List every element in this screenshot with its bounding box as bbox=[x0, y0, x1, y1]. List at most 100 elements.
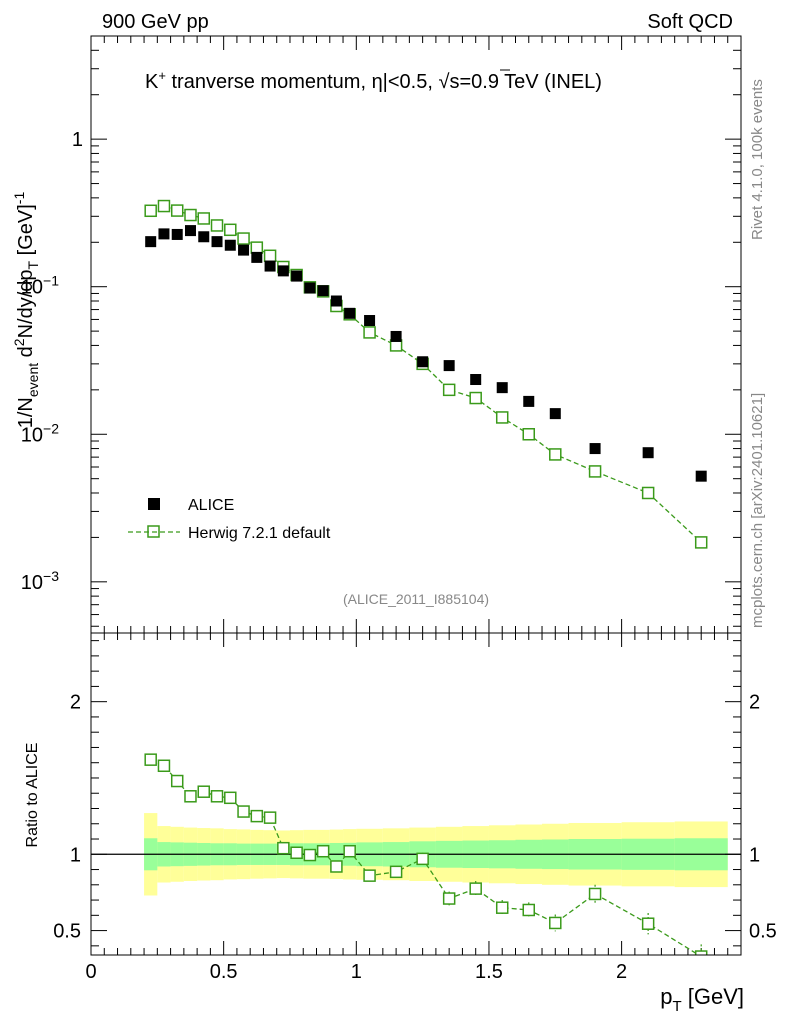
main-ytick-label: 1 bbox=[72, 129, 83, 151]
ratio-mc-point bbox=[549, 916, 562, 930]
data-point bbox=[145, 236, 157, 248]
mc-point bbox=[495, 411, 509, 424]
data-point bbox=[695, 470, 707, 482]
x-tick-label: 0.5 bbox=[210, 961, 238, 983]
data-point bbox=[642, 447, 654, 459]
legend-data-label: ALICE bbox=[188, 497, 234, 514]
main-panel: 1 10−1 10−2 10−3 bbox=[21, 35, 742, 634]
ratio-ytick-label: 2 bbox=[70, 692, 81, 714]
data-point bbox=[523, 395, 535, 407]
data-point bbox=[171, 228, 183, 240]
mc-point bbox=[694, 536, 708, 549]
header-left: 900 GeV pp bbox=[102, 11, 209, 33]
data-point bbox=[344, 307, 356, 319]
ratio-mc-point bbox=[263, 811, 277, 824]
main-ytick-label: 10−1 bbox=[21, 273, 59, 299]
data-point bbox=[251, 251, 263, 263]
ratio-mc-point bbox=[363, 869, 376, 882]
data-point bbox=[277, 265, 289, 277]
data-point bbox=[291, 270, 303, 282]
ratio-mc-point bbox=[641, 917, 655, 930]
data-point bbox=[390, 330, 402, 342]
data-point bbox=[470, 374, 482, 386]
ratio-mc-point bbox=[170, 774, 184, 788]
data-point bbox=[224, 239, 236, 251]
rivet-label: Rivet 4.1.0, 100k events bbox=[749, 79, 766, 240]
mc-point bbox=[469, 391, 482, 405]
main-frame bbox=[90, 35, 742, 634]
ratio-mc-point bbox=[495, 901, 509, 914]
y-axis-label-top: 1/Nevent d2N/dy/dpT [GeV]-1 bbox=[11, 192, 41, 429]
ratio-mc-point bbox=[389, 865, 403, 879]
mc-point bbox=[549, 448, 562, 461]
ratio-mc-point bbox=[157, 759, 171, 773]
ratio-mc-point bbox=[250, 809, 264, 823]
ratio-mc-point bbox=[237, 805, 250, 818]
legend-mc-label: Herwig 7.2.1 default bbox=[188, 525, 331, 542]
mc-point bbox=[263, 249, 277, 263]
mc-point bbox=[224, 223, 237, 237]
data-point bbox=[264, 260, 276, 272]
analysis-id: (ALICE_2011_I885104) bbox=[343, 591, 489, 607]
data-point bbox=[304, 282, 316, 294]
plot-title: K+ tranverse momentum, η|<0.5, √s=0.9 Te… bbox=[145, 68, 602, 93]
ratio-mc-point bbox=[522, 903, 536, 917]
ratio-mc-point bbox=[588, 887, 602, 901]
data-point bbox=[198, 231, 210, 243]
data-point bbox=[330, 295, 342, 307]
ratio-ytick-label: 1 bbox=[70, 844, 81, 866]
ratio-mc-point bbox=[290, 846, 303, 860]
ratio-mc-point bbox=[144, 753, 157, 766]
legend-mc-marker bbox=[147, 525, 160, 538]
ratio-mc-point bbox=[442, 892, 456, 905]
mc-point bbox=[641, 486, 655, 500]
mc-point bbox=[442, 383, 456, 397]
main-ytick-label: 10−2 bbox=[21, 420, 59, 446]
x-axis-label: pT [GeV] bbox=[660, 984, 744, 1015]
ratio-mc-point bbox=[343, 844, 356, 858]
mc-point bbox=[250, 241, 264, 254]
main-ytick-label: 10−3 bbox=[21, 568, 59, 594]
data-point bbox=[496, 382, 508, 394]
ratio-mc-point bbox=[694, 950, 708, 955]
mc-point bbox=[522, 428, 536, 441]
mc-point bbox=[184, 208, 197, 222]
ratio-mc-point bbox=[416, 852, 429, 866]
ratio-panel: 2 21 10.5 0.50 0.5 1 1.5 2 bbox=[53, 632, 777, 983]
mc-point bbox=[237, 232, 250, 245]
ratio-mc-point bbox=[469, 882, 482, 895]
mc-series-line bbox=[150, 205, 702, 543]
data-point bbox=[443, 360, 455, 372]
mc-point bbox=[588, 465, 602, 478]
ratio-ytick-label-right: 0.5 bbox=[749, 921, 777, 943]
data-point bbox=[589, 443, 601, 455]
ratio-mc-point bbox=[184, 790, 197, 803]
header-right: Soft QCD bbox=[647, 11, 733, 33]
legend: ALICE Herwig 7.2.1 default bbox=[128, 497, 331, 542]
y-axis-label-ratio: Ratio to ALICE bbox=[24, 743, 41, 848]
mc-point bbox=[157, 199, 171, 213]
data-point bbox=[317, 285, 329, 297]
ratio-mc-point bbox=[210, 790, 224, 803]
mc-point bbox=[210, 219, 224, 232]
data-point bbox=[158, 228, 170, 240]
mc-point bbox=[197, 212, 211, 225]
data-point bbox=[184, 225, 196, 237]
mc-point bbox=[363, 326, 376, 339]
ratio-mc-point bbox=[277, 841, 290, 855]
x-tick-label: 1.5 bbox=[475, 961, 503, 983]
ratio-mc-point bbox=[330, 860, 343, 873]
ratio-mc-point bbox=[303, 848, 317, 862]
mc-point bbox=[170, 204, 184, 217]
ratio-mc-point bbox=[197, 785, 211, 798]
ratio-ytick-label: 0.5 bbox=[53, 921, 81, 943]
x-tick-label: 1 bbox=[351, 961, 362, 983]
ratio-series bbox=[144, 753, 708, 955]
ratio-mc-point bbox=[316, 844, 330, 858]
ratio-frame bbox=[90, 632, 742, 956]
x-tick-label: 2 bbox=[616, 961, 627, 983]
data-point bbox=[211, 236, 223, 248]
ratio-ytick-label-right: 2 bbox=[749, 692, 760, 714]
legend-data-marker bbox=[148, 498, 160, 510]
